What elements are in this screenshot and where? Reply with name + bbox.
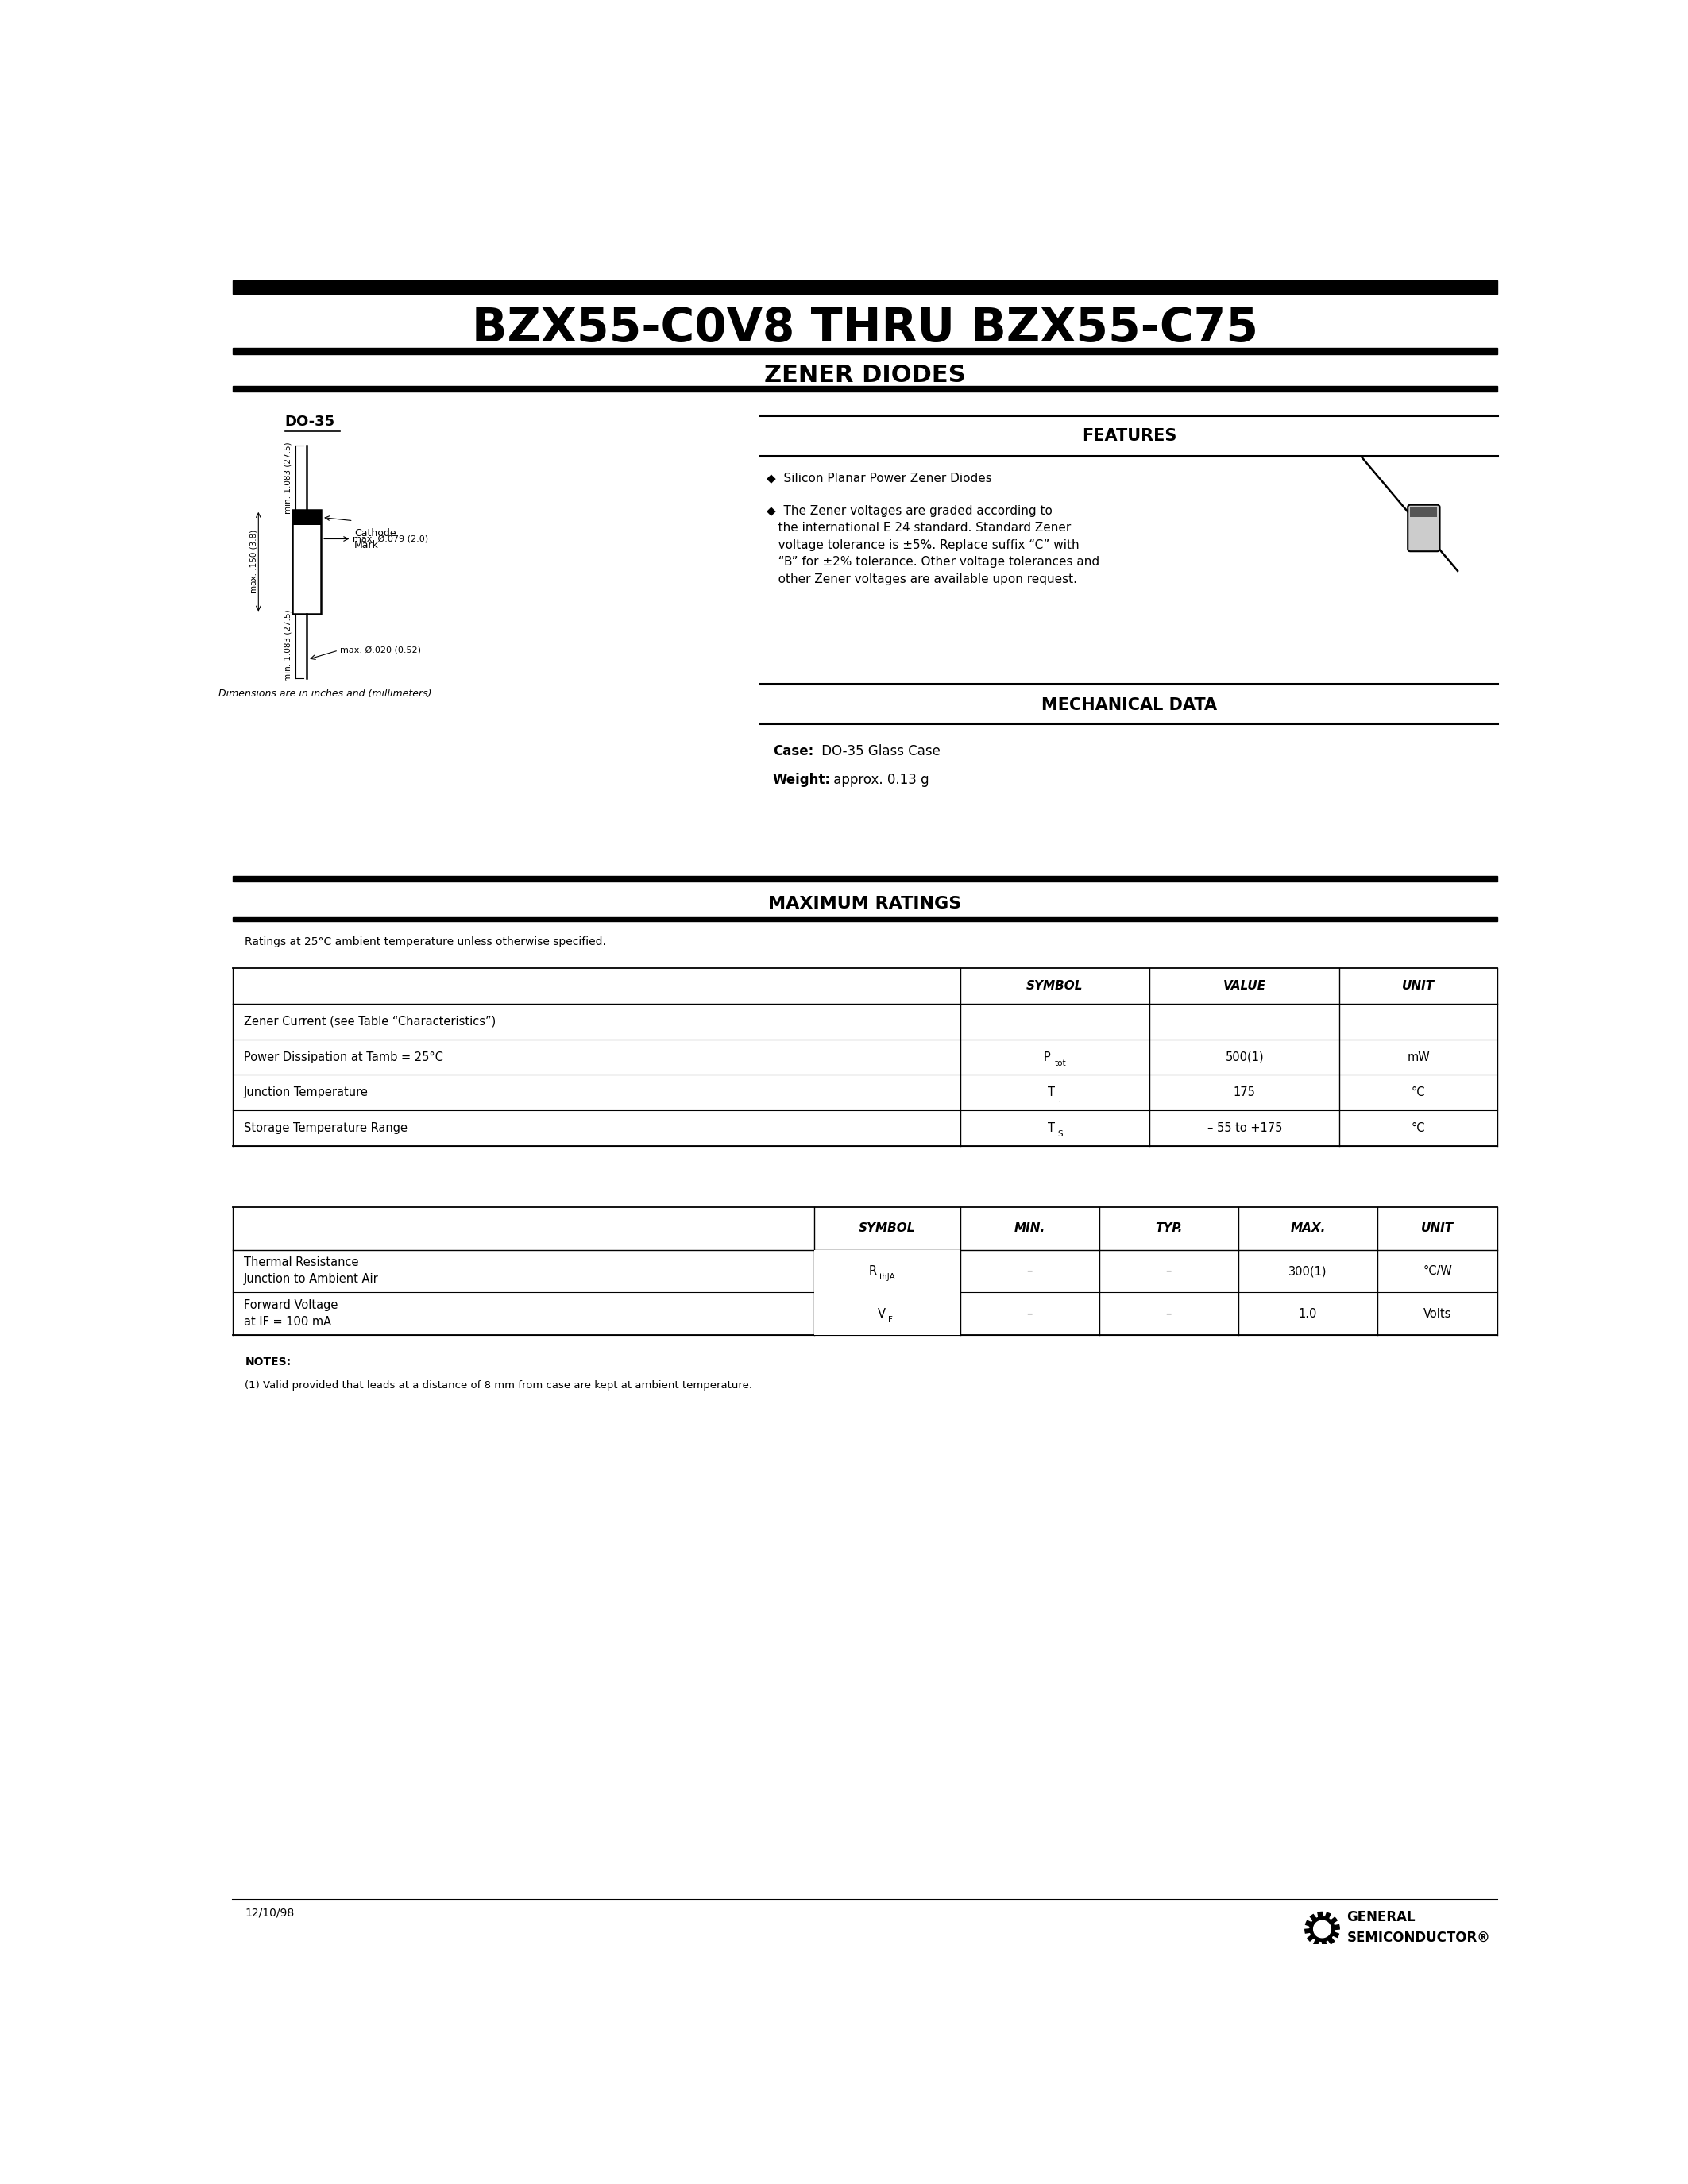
Bar [233,876,1497,882]
Text: UNIT: UNIT [1421,1223,1453,1234]
Polygon shape [1313,1920,1330,1937]
Text: TYP.: TYP. [1155,1223,1182,1234]
Text: ◆  Silicon Planar Power Zener Diodes: ◆ Silicon Planar Power Zener Diodes [766,472,993,483]
Text: P: P [1043,1051,1050,1064]
Text: MECHANICAL DATA: MECHANICAL DATA [1041,697,1217,714]
Text: Thermal Resistance
Junction to Ambient Air: Thermal Resistance Junction to Ambient A… [243,1256,378,1286]
Bar [233,387,1497,391]
Text: min. 1.083 (27.5): min. 1.083 (27.5) [284,441,292,513]
Text: 500(1): 500(1) [1225,1051,1264,1064]
Text: S: S [1058,1129,1063,1138]
Text: – 55 to +175: – 55 to +175 [1207,1123,1283,1133]
Bar [292,509,321,614]
Text: 300(1): 300(1) [1288,1265,1327,1278]
Text: thJA: thJA [879,1273,896,1282]
Bar [1409,507,1436,518]
Text: VALUE: VALUE [1224,981,1266,992]
Text: ZENER DIODES: ZENER DIODES [765,365,966,387]
Text: (1) Valid provided that leads at a distance of 8 mm from case are kept at ambien: (1) Valid provided that leads at a dista… [245,1380,753,1391]
Text: SEMICONDUCTOR®: SEMICONDUCTOR® [1347,1931,1491,1944]
Bar [233,917,1497,922]
Text: –: – [1026,1265,1033,1278]
Text: °C: °C [1411,1088,1426,1099]
Text: Zener Current (see Table “Characteristics”): Zener Current (see Table “Characteristic… [243,1016,496,1026]
Text: j: j [1058,1094,1060,1103]
Text: SYMBOL: SYMBOL [859,1223,915,1234]
Text: Storage Temperature Range: Storage Temperature Range [243,1123,407,1133]
Text: Case:: Case: [773,745,814,758]
Text: T: T [1048,1123,1055,1133]
Bar [233,280,1497,295]
Text: MAX.: MAX. [1290,1223,1325,1234]
Bar [233,347,1497,354]
Text: GENERAL: GENERAL [1347,1909,1416,1924]
Text: –: – [1166,1308,1171,1319]
Text: °C/W: °C/W [1423,1265,1452,1278]
Text: mW: mW [1408,1051,1430,1064]
Bar [815,1249,960,1293]
Text: FEATURES: FEATURES [1082,428,1177,443]
Text: Power Dissipation at Tamb = 25°C: Power Dissipation at Tamb = 25°C [243,1051,442,1064]
Text: approx. 0.13 g: approx. 0.13 g [829,773,928,786]
Text: max. Ø.079 (2.0): max. Ø.079 (2.0) [353,535,429,544]
Text: SYMBOL: SYMBOL [1026,981,1084,992]
Text: 175: 175 [1234,1088,1256,1099]
Text: Dimensions are in inches and (millimeters): Dimensions are in inches and (millimeter… [218,688,432,699]
Text: ◆  The Zener voltages are graded according to
   the international E 24 standard: ◆ The Zener voltages are graded accordin… [766,505,1099,585]
Text: –: – [1166,1265,1171,1278]
Text: T: T [1048,1088,1055,1099]
Text: 12/10/98: 12/10/98 [245,1907,294,1918]
Text: MAXIMUM RATINGS: MAXIMUM RATINGS [768,895,962,913]
Text: Ratings at 25°C ambient temperature unless otherwise specified.: Ratings at 25°C ambient temperature unle… [245,937,606,948]
Text: max. .150 (3.8): max. .150 (3.8) [250,531,258,594]
Text: max. Ø.020 (0.52): max. Ø.020 (0.52) [339,646,420,655]
Bar [292,509,321,524]
Text: Volts: Volts [1423,1308,1452,1319]
Text: DO-35: DO-35 [285,415,334,430]
Text: Junction Temperature: Junction Temperature [243,1088,368,1099]
Text: tot: tot [1055,1059,1067,1068]
Text: –: – [1026,1308,1033,1319]
Text: V: V [878,1308,886,1319]
Text: 1.0: 1.0 [1298,1308,1317,1319]
Text: °C: °C [1411,1123,1426,1133]
Text: min. 1.083 (27.5): min. 1.083 (27.5) [284,609,292,681]
Polygon shape [1305,1911,1340,1946]
Text: NOTES:: NOTES: [245,1356,290,1367]
Text: Forward Voltage
at IF = 100 mA: Forward Voltage at IF = 100 mA [243,1299,338,1328]
Text: BZX55-C0V8 THRU BZX55-C75: BZX55-C0V8 THRU BZX55-C75 [473,306,1258,352]
FancyBboxPatch shape [1408,505,1440,550]
Text: F: F [888,1317,893,1324]
Bar [815,1293,960,1334]
Text: R: R [869,1265,876,1278]
Text: UNIT: UNIT [1403,981,1435,992]
Text: MIN.: MIN. [1014,1223,1045,1234]
Text: DO-35 Glass Case: DO-35 Glass Case [817,745,940,758]
Text: Cathode
Mark: Cathode Mark [354,529,397,550]
Text: Weight:: Weight: [773,773,830,786]
